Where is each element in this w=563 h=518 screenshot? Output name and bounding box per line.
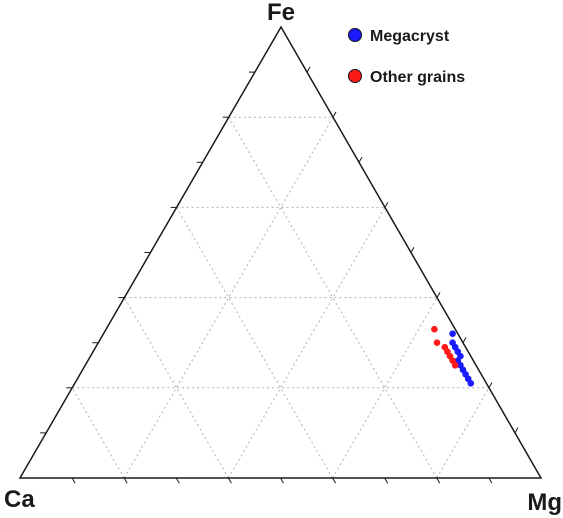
- tick-mark: [71, 477, 76, 484]
- tick-mark: [306, 66, 311, 73]
- tick-mark: [436, 292, 441, 298]
- tick-mark: [410, 247, 415, 253]
- legend-marker-megacryst: [348, 28, 362, 42]
- grid-line-ca: [71, 387, 125, 479]
- point-other-grains: [451, 362, 459, 369]
- triangle-frame: [18, 25, 543, 479]
- tick-mark: [384, 201, 389, 208]
- tick-mark: [488, 477, 493, 484]
- legend-label-megacryst: Megacryst: [370, 28, 450, 45]
- grid-line-mg: [227, 207, 386, 479]
- legend-marker-other-grains: [348, 69, 362, 83]
- vertex-label-top: Fe: [267, 0, 295, 26]
- data-points: [431, 325, 475, 387]
- point-other-grains: [431, 325, 438, 333]
- tick-mark: [514, 427, 519, 434]
- tick-mark: [175, 477, 180, 484]
- tick-mark: [462, 337, 467, 343]
- vertex-label-left: Ca: [4, 486, 35, 513]
- point-megacryst: [467, 380, 475, 387]
- legend-label-other-grains: Other grains: [370, 69, 465, 86]
- grid-line-ca: [176, 207, 334, 479]
- tick-mark: [123, 477, 128, 484]
- tick-mark: [488, 382, 493, 389]
- tick-mark: [332, 111, 337, 118]
- tick-mark: [358, 156, 363, 163]
- legend: Megacryst Other grains: [348, 28, 465, 86]
- tick-mark: [280, 477, 284, 484]
- tick-mark: [436, 477, 441, 484]
- point-megacryst: [449, 330, 456, 338]
- grid-lines: [71, 116, 490, 479]
- tick-marks: [40, 66, 519, 484]
- tick-mark: [332, 477, 337, 484]
- grid-line-mg: [436, 387, 490, 479]
- tick-mark: [227, 477, 232, 484]
- tick-mark: [384, 477, 389, 484]
- point-other-grains: [433, 339, 441, 347]
- vertex-label-right: Mg: [527, 489, 562, 516]
